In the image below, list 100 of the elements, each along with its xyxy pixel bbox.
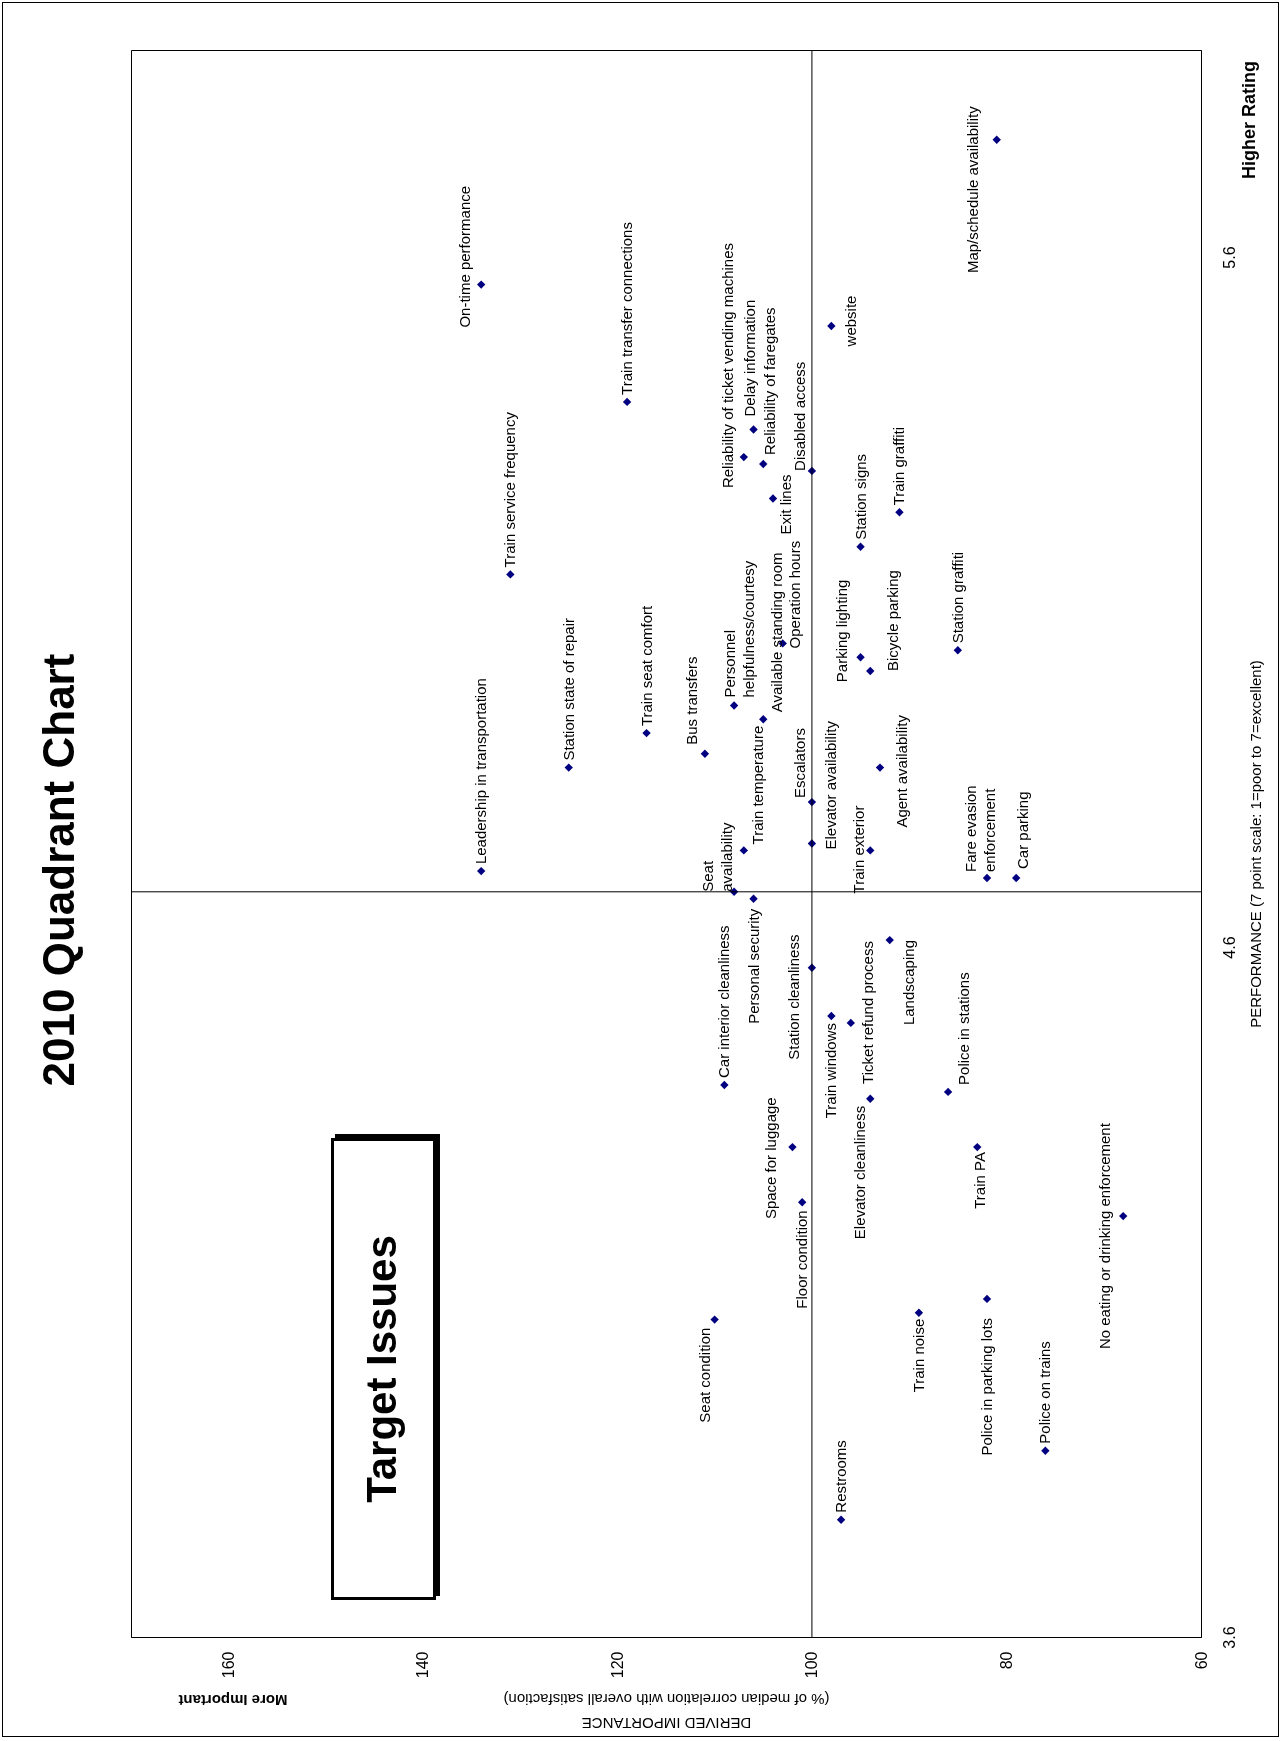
annotation: Train seat comfort [637,604,655,727]
annotation: Station state of repair [559,618,577,761]
point [953,646,962,655]
point [1119,1211,1128,1221]
point [846,1018,855,1028]
annotation: Agent availability [893,714,910,828]
point [788,1142,797,1152]
point [973,1142,982,1152]
point [710,1315,719,1324]
annotation: Personnel helpfulness/courtesy [721,560,758,698]
text: Higher Rating [1239,60,1259,180]
point [749,425,758,434]
annotation: Police in parking lots [978,1317,995,1456]
annotation: Bicycle parking [884,570,902,671]
annotation: Reliability of faregates [761,307,779,455]
point [982,873,992,883]
point [866,1094,875,1103]
annotation: Fare evasion enforcement [962,785,998,872]
annotation: Exit lines [777,474,794,535]
annotation: Station graffiti [948,551,966,644]
annotation: Train PA [971,1152,989,1209]
y-tick-label: 4.6 [1220,936,1238,959]
annotation: Disabled access [790,361,808,471]
point [642,728,651,738]
point [477,866,486,876]
annotation: Leadership in transportation [472,678,490,865]
x-axis-title: DERIVED IMPORTANCE (% of median correlation with overall satisfaction) [503,1691,830,1733]
y-axis-title: PERFORMANCE (7 point scale: 1=poor to 7=excellent) [1246,660,1264,1028]
text: 2010 Quadrant Chart [34,653,83,1087]
annotation: Elevator cleanliness [851,1105,869,1240]
text: More Important [178,1692,288,1709]
point [914,1308,924,1317]
annotation: Restrooms [832,1440,850,1513]
annotation: Map/schedule availability [963,105,981,274]
annotation: Police on trains [1036,1341,1054,1444]
annotation: Floor condition [793,1210,811,1309]
x-tick-label: 80 [997,1651,1015,1670]
annotation: Car parking [1014,791,1032,869]
annotation: Train graffiti [890,426,908,506]
annotation: Reliability of ticket vending machines [718,242,736,489]
annotation: Train temperature [748,725,766,845]
annotation: Seat condition [695,1327,713,1423]
point [827,321,836,331]
point [720,1080,729,1090]
point [1012,873,1021,883]
y-tick-label: 5.6 [1220,246,1238,269]
annotation: website [842,295,860,348]
annotation: Train noise [909,1318,927,1393]
point [992,135,1001,144]
annotation: Personal security [744,908,762,1024]
point [866,846,875,855]
annotation: Station signs [851,453,869,540]
x-tick-label: 140 [414,1651,432,1679]
point [564,763,573,772]
annotation: Train windows [822,1023,840,1119]
point [866,666,875,676]
annotation: No eating or drinking enforcement [1096,1122,1114,1350]
annotation: Seat availability [699,822,736,892]
point [739,846,748,855]
point [739,452,748,462]
y-tick-label: 3.6 [1220,1626,1238,1649]
annotation: Train exterior [850,805,868,894]
annotation: On-time performance [456,185,474,328]
annotation: Available standing room [768,552,786,713]
annotation: Police in stations [955,972,973,1085]
annotation: Target Issues [358,1235,405,1503]
point [729,701,739,710]
point [827,1011,836,1021]
point [856,542,865,551]
annotation: Car interior cleanliness [715,925,733,1078]
point [895,508,904,517]
annotation: Bus transfers [682,656,700,745]
x-tick-label: 100 [803,1651,821,1679]
annotation: Parking lighting [832,579,850,683]
point [749,894,758,903]
x-tick-label: 120 [608,1651,626,1679]
point [875,763,885,772]
annotation: Train transfer connections [618,222,636,395]
point [477,280,486,289]
annotation: Ticket refund process [858,941,876,1084]
point [798,1198,807,1207]
annotation: Elevator availability [821,720,839,850]
point [700,749,710,758]
annotation: Escalators [790,728,808,799]
point [759,715,768,724]
point [982,1294,992,1304]
annotation: Station cleanliness [784,934,802,1060]
point [1041,1446,1050,1455]
point [943,1087,953,1097]
point [836,1515,846,1524]
x-tick-label: 160 [219,1651,237,1679]
point [768,494,778,503]
point [622,397,632,407]
annotation: Operation hours [785,540,803,649]
point [885,935,894,945]
annotation: Space for luggage [762,1097,780,1220]
annotation: Landscaping [899,940,917,1026]
point [759,459,768,469]
annotation: Delay information [740,299,758,417]
x-tick-label: 60 [1192,1651,1210,1670]
